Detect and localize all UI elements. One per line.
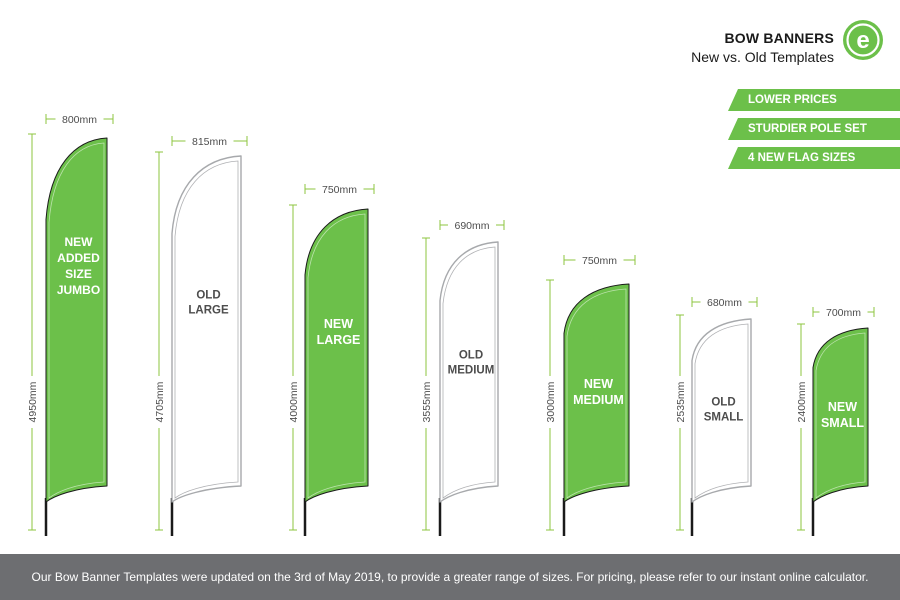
flag-1: 800mm 4950mm NEW ADDED SIZE JUMBO: [25, 112, 114, 536]
height-label-background: [419, 376, 433, 428]
flag-3: 750mm 4000mm NEW LARGE: [286, 182, 375, 536]
flag-body: [563, 283, 630, 503]
flag-sleeve-outline: [48, 142, 105, 499]
page-title: BOW BANNERS: [724, 30, 834, 46]
flag-label: NEW ADDED SIZE JUMBO: [57, 235, 100, 297]
width-label: 815mm: [192, 136, 227, 148]
flag-body: [439, 241, 499, 503]
flag-sleeve-outline: [815, 332, 866, 499]
width-label: 680mm: [707, 297, 742, 309]
flag-body: [691, 318, 752, 503]
height-label: 4950mm: [27, 381, 39, 422]
flag-label: OLD LARGE: [188, 290, 229, 317]
footer-banner: Our Bow Banner Templates were updated on…: [0, 554, 900, 600]
width-label: 750mm: [322, 184, 357, 196]
page-subtitle: New vs. Old Templates: [691, 49, 834, 65]
flag-label-line: JUMBO: [57, 283, 100, 297]
flag-label: NEW MEDIUM: [573, 377, 624, 407]
flag-label-line: SMALL: [704, 412, 744, 424]
flag-body: [171, 155, 242, 503]
flag-7: 700mm 2400mm NEW SMALL: [794, 305, 875, 536]
logo-letter: e: [856, 27, 869, 54]
feature-sturdier-pole-set: STURDIER POLE SET: [728, 118, 900, 140]
width-label: 800mm: [62, 114, 97, 126]
height-label-background: [543, 376, 557, 428]
flag-label-line: NEW: [324, 317, 353, 331]
flag-label-line: MEDIUM: [573, 393, 624, 407]
height-label: 3555mm: [421, 381, 433, 422]
feature-lower-prices: LOWER PRICES: [728, 89, 900, 111]
flag-body: [45, 137, 108, 503]
flag-body: [304, 208, 369, 503]
flag-sleeve-outline: [442, 246, 496, 499]
flag-label: NEW SMALL: [821, 400, 864, 430]
flag-sleeve-outline: [174, 160, 239, 499]
height-label: 4705mm: [154, 381, 166, 422]
flag-sleeve-outline: [566, 288, 627, 499]
height-label-background: [25, 376, 39, 428]
flag-label-line: SIZE: [65, 267, 92, 281]
width-label-background: [819, 305, 868, 319]
title-block: BOW BANNERS New vs. Old Templates: [691, 30, 834, 65]
footer-text: Our Bow Banner Templates were updated on…: [31, 570, 869, 584]
flag-label-line: OLD: [196, 290, 220, 302]
height-label-background: [673, 376, 687, 428]
height-label: 2535mm: [675, 381, 687, 422]
flag-label-line: LARGE: [188, 305, 229, 317]
flag-2: 815mm 4705mm OLD LARGE: [152, 134, 248, 536]
flag-sleeve-outline: [694, 323, 749, 499]
flag-label-line: MEDIUM: [448, 365, 495, 377]
flag-label-line: NEW: [828, 400, 857, 414]
flag-label: OLD SMALL: [704, 397, 744, 424]
flag-6: 680mm 2535mm OLD SMALL: [673, 295, 758, 536]
width-label-background: [315, 182, 364, 196]
width-label: 750mm: [582, 255, 617, 267]
flag-label: OLD MEDIUM: [448, 350, 495, 377]
flag-label: NEW LARGE: [317, 317, 361, 347]
e-logo-icon: e: [843, 20, 883, 60]
width-label: 700mm: [826, 307, 861, 319]
height-label: 3000mm: [545, 381, 557, 422]
flag-label-line: SMALL: [821, 416, 864, 430]
height-label: 2400mm: [796, 381, 808, 422]
height-label: 4000mm: [288, 381, 300, 422]
width-label-background: [55, 112, 104, 126]
width-label-background: [575, 253, 624, 267]
flag-5: 750mm 3000mm NEW MEDIUM: [543, 253, 636, 536]
flag-label-line: NEW: [584, 377, 613, 391]
height-label-background: [286, 376, 300, 428]
flag-label-line: OLD: [459, 350, 483, 362]
width-label-background: [185, 134, 234, 148]
flag-sleeve-outline: [307, 213, 366, 499]
height-label-background: [794, 376, 808, 428]
flag-4: 690mm 3555mm OLD MEDIUM: [419, 218, 505, 536]
flag-size-diagram: 800mm 4950mm NEW ADDED SIZE JUMBO 815mm 4705mm O…: [25, 112, 875, 536]
flag-label-line: ADDED: [57, 251, 100, 265]
flag-label-line: NEW: [65, 235, 94, 249]
feature-new-flag-sizes: 4 NEW FLAG SIZES: [728, 147, 900, 169]
height-label-background: [152, 376, 166, 428]
flag-label-line: LARGE: [317, 333, 361, 347]
flag-body: [812, 327, 869, 503]
flag-label-line: OLD: [711, 397, 735, 409]
width-label-background: [700, 295, 749, 309]
width-label: 690mm: [454, 220, 489, 232]
width-label-background: [448, 218, 496, 232]
